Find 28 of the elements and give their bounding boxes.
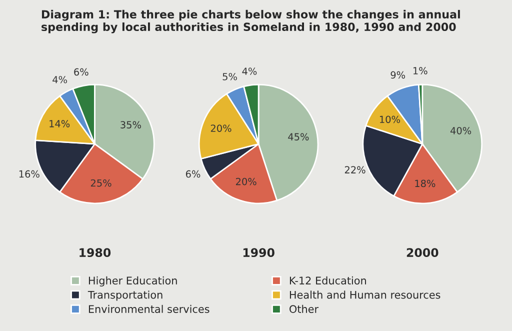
- legend-label: Health and Human resources: [290, 290, 440, 299]
- data-label: 16%: [19, 170, 40, 178]
- data-label: 10%: [380, 116, 400, 124]
- legend-label: Higher Education: [88, 276, 177, 287]
- data-label: 45%: [288, 133, 309, 140]
- data-label: 18%: [415, 180, 436, 188]
- text: 2000: [406, 248, 438, 258]
- data-label: 20%: [210, 124, 232, 132]
- data-label: 14%: [50, 120, 70, 128]
- data-label: 35%: [120, 121, 141, 128]
- data-label: 1%: [413, 67, 428, 74]
- legend-label: K-12 Education: [290, 276, 366, 284]
- data-label: 4%: [52, 76, 67, 84]
- chart-title: Diagram 1: The three pie charts below show the changes in annual spending by local authorities in Someland in 1980, 1990 and 2000: [42, 10, 460, 34]
- text: 1980: [80, 248, 111, 258]
- legend-label: Other: [290, 304, 319, 313]
- data-label: 6%: [74, 68, 88, 76]
- text: 1990: [243, 248, 274, 258]
- data-label: 20%: [236, 178, 256, 186]
- data-label: 9%: [390, 71, 406, 79]
- data-label: 40%: [450, 126, 472, 134]
- data-label: 22%: [344, 166, 366, 174]
- data-label: 6%: [186, 170, 200, 178]
- data-label: 25%: [90, 179, 112, 187]
- legend-label: Environmental services: [88, 304, 210, 313]
- data-label: 5%: [222, 72, 237, 80]
- legend-label: Transportation: [88, 290, 162, 301]
- data-label: 4%: [242, 68, 257, 75]
